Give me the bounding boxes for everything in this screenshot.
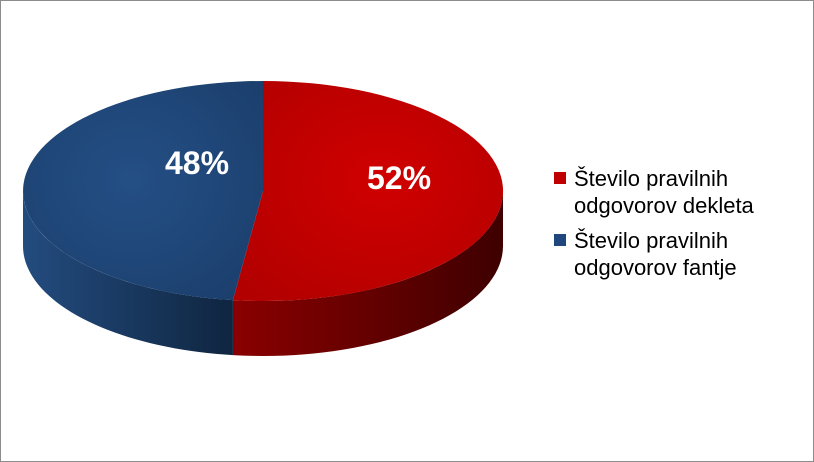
legend-label-line1: Število pravilnih (574, 166, 729, 191)
pie-slice-fantje (23, 81, 264, 301)
legend-label-line1: Število pravilnih (574, 228, 729, 253)
slice-label-fantje: 48% (165, 145, 229, 181)
legend-swatch-dekleta (554, 172, 566, 184)
legend-swatch-fantje (554, 234, 566, 246)
pie-side-fantje (23, 191, 233, 356)
legend-item-fantje: Število pravilnih odgovorov fantje (554, 227, 804, 281)
legend-label-line2: odgovorov fantje (574, 255, 737, 280)
legend: Število pravilnih odgovorov dekleta Štev… (554, 165, 804, 289)
legend-item-dekleta: Število pravilnih odgovorov dekleta (554, 165, 804, 219)
pie-side-dekleta (232, 191, 504, 356)
legend-label-line2: odgovorov dekleta (574, 193, 754, 218)
pie-slice-dekleta (232, 81, 504, 301)
slice-label-dekleta: 52% (367, 160, 431, 196)
